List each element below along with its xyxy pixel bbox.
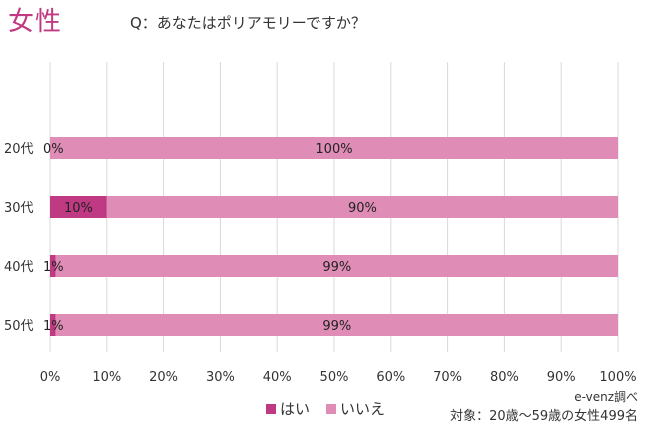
data-labels: 0% 100% 10% 90% 1% 99% 1% 99% [43,142,377,334]
bar-group [50,137,619,336]
x-tick-label: 0% [40,370,61,385]
source-note: e-venz調べ [574,390,638,404]
legend-label-yes: はい [280,400,311,418]
legend-item-no: いいえ [326,398,385,419]
legend-item-yes: はい [266,398,310,419]
x-tick-label: 40% [263,370,292,385]
legend: はい いいえ [266,398,385,419]
bar-segment [55,314,619,336]
data-label: 1% [43,260,64,275]
category-labels: 20代 30代 40代 50代 [4,142,34,334]
bar-segment [50,137,618,159]
bar-segment [55,255,619,277]
category-label: 40代 [4,260,34,275]
legend-swatch-no [326,403,337,414]
data-label: 1% [43,319,64,334]
x-tick-labels: 0% 10% 20% 30% 40% 50% 60% 70% 80% 90% 100% [40,370,637,385]
page-title: 女性 [8,7,63,37]
bar-segment [106,196,619,218]
x-tick-label: 30% [206,370,235,385]
x-tick-label: 80% [490,370,519,385]
data-label: 90% [348,201,377,216]
bar-segment [50,314,56,336]
question-text: Q：あなたはポリアモリーですか？ [130,14,366,32]
x-tick-label: 10% [92,370,121,385]
category-label: 20代 [4,142,34,157]
legend-swatch-yes [266,403,276,414]
x-tick-label: 60% [376,370,405,385]
subject-note: 対象：20歳〜59歳の女性499名 [450,409,638,424]
data-label: 0% [43,142,64,157]
x-tick-label: 70% [433,370,462,385]
legend-label-no: いいえ [340,400,386,418]
data-label: 10% [64,201,93,216]
data-label: 100% [315,142,352,157]
data-label: 99% [322,260,351,275]
x-tick-label: 90% [547,370,576,385]
x-tick-label: 50% [320,370,349,385]
category-label: 30代 [4,201,34,216]
category-label: 50代 [4,319,34,334]
x-tick-label: 100% [599,370,636,385]
bar-segment [50,255,56,277]
bar-segment [50,196,107,218]
data-label: 99% [322,319,351,334]
x-tick-label: 20% [149,370,178,385]
